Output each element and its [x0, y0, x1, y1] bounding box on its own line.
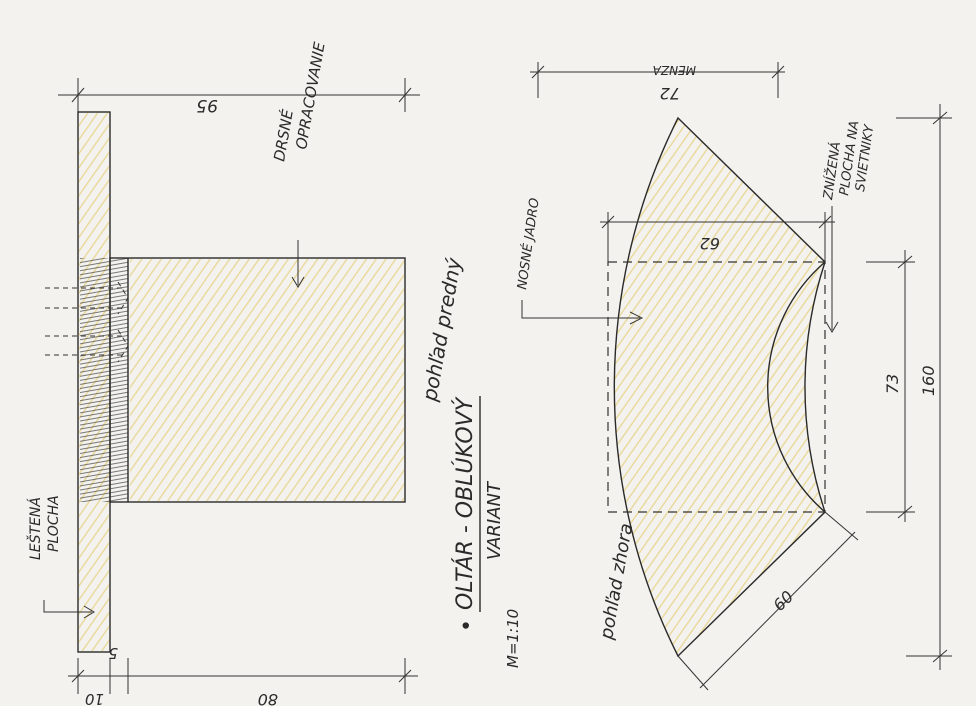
dim-10-text: 10 — [85, 690, 104, 706]
dark-shade — [80, 258, 128, 502]
title-main: OLTÁR - OBLÚKOVÝ — [452, 396, 478, 610]
core-arrow — [521, 300, 644, 325]
title-variant: VARIANT — [484, 480, 505, 560]
core-label: NOSNÉ JADRO — [514, 197, 543, 291]
candle-area-arc — [767, 261, 826, 513]
dim-80-text: 80 — [258, 690, 278, 706]
title-bullet: • — [455, 619, 480, 632]
polished-label-line2: PLOCHA — [46, 495, 62, 552]
dim-95-line — [58, 78, 420, 112]
hidden-lines — [45, 281, 129, 363]
altar-body — [109, 257, 406, 503]
dim-5-text: 5 — [108, 644, 118, 662]
dim-bottom-line — [68, 658, 418, 694]
dim-73-line — [866, 250, 915, 522]
rough-arrow — [291, 240, 305, 288]
dim-160-text: 160 — [919, 365, 938, 396]
menza-label: MENZA — [653, 63, 696, 77]
top-view: 72 MENZA 62 NOSNÉ JADRO ZNÍŽENÁ PLOCHA N… — [514, 62, 952, 691]
fan-outline — [613, 116, 826, 658]
dim-73-text: 73 — [883, 374, 902, 394]
title-block: • OLTÁR - OBLÚKOVÝ VARIANT M=1:10 — [452, 396, 522, 668]
dim-95-text: 95 — [196, 95, 218, 115]
rough-label-line1: DRSNÉ — [269, 107, 297, 162]
title-scale: M=1:10 — [504, 609, 522, 668]
dim-160-line — [896, 104, 952, 670]
dim-62-text: 62 — [700, 234, 720, 253]
polished-arrow — [43, 600, 95, 619]
dim-60-line — [677, 511, 859, 691]
body-fill — [130, 259, 404, 501]
lowered-arrow — [825, 206, 839, 333]
core-outline — [607, 261, 826, 513]
top-caption: pohľad zhora — [596, 522, 637, 642]
polished-label-line1: LEŠTENÁ — [26, 497, 44, 560]
dim-72-text: 72 — [660, 84, 680, 103]
dim-60-text: 60 — [769, 587, 797, 615]
fan-fill — [614, 118, 825, 656]
front-caption: pohľad predný — [417, 255, 466, 404]
dim-72-line — [530, 62, 785, 98]
dim-62-line — [600, 212, 835, 262]
front-view: 95 DRSNÉ OPRACOVANIE pohľad predný LEŠTE… — [26, 40, 466, 706]
